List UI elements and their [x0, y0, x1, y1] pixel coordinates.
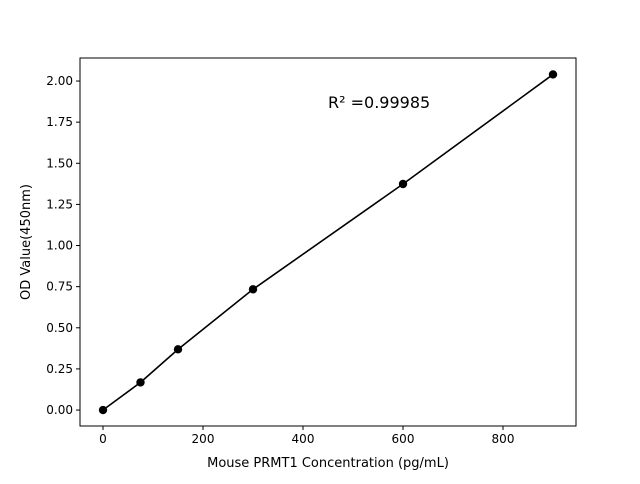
- x-tick-label: 0: [99, 432, 107, 446]
- x-tick-label: 800: [492, 432, 515, 446]
- y-axis-label: OD Value(450nm): [19, 184, 34, 300]
- x-axis: 0 200 400 600 800: [99, 426, 514, 446]
- y-tick-label: 1.50: [46, 156, 73, 170]
- x-tick-label: 600: [392, 432, 415, 446]
- y-tick-label: 0.25: [46, 362, 73, 376]
- series-line: [102, 73, 554, 411]
- annotation-r-squared: R² =0.99985: [328, 93, 430, 112]
- x-axis-label: Mouse PRMT1 Concentration (pg/mL): [207, 456, 449, 471]
- data-point: [398, 179, 408, 189]
- y-tick-label: 1.25: [46, 197, 73, 211]
- data-point: [548, 70, 558, 79]
- y-tick-label: 0.50: [46, 321, 73, 335]
- y-tick-label: 1.00: [46, 239, 73, 253]
- data-point: [173, 345, 183, 354]
- y-tick-label: 1.75: [46, 115, 73, 129]
- plot-area: [79, 57, 577, 427]
- y-tick-label: 0.00: [46, 403, 73, 417]
- data-point: [248, 285, 258, 294]
- y-axis: 0.00 0.25 0.50 0.75 1.00 1.25 1.50 1.75 2.00: [46, 74, 80, 417]
- x-tick-label: 200: [192, 432, 215, 446]
- data-point: [98, 405, 108, 415]
- data-point: [136, 378, 145, 387]
- y-tick-label: 2.00: [46, 74, 73, 88]
- x-tick-label: 400: [292, 432, 315, 446]
- y-tick-label: 0.75: [46, 280, 73, 294]
- axes-frame: [79, 57, 577, 427]
